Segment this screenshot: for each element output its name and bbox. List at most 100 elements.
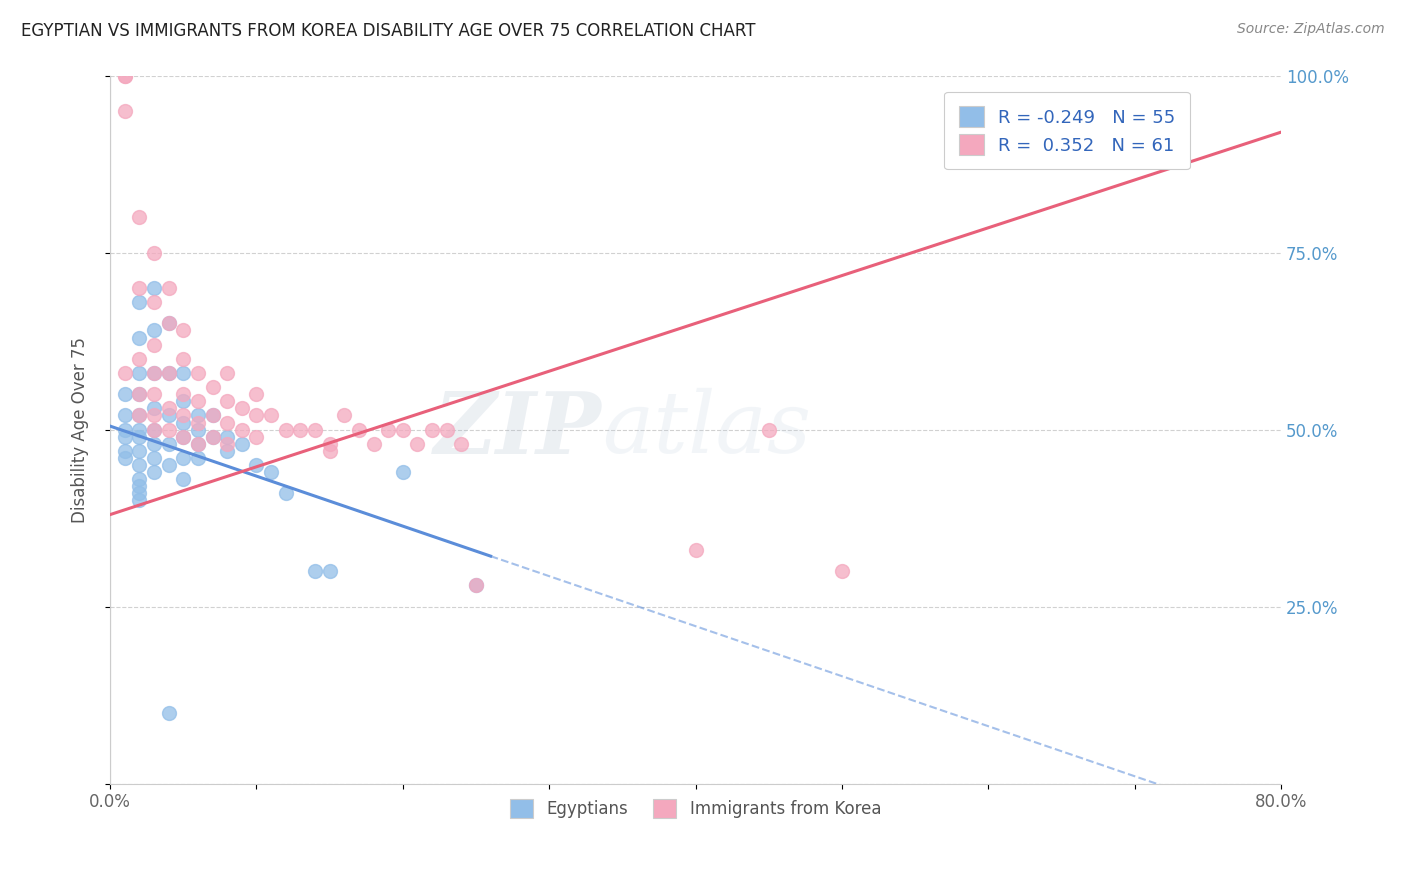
Point [143,437,166,451]
Text: atlas: atlas [602,388,811,471]
Point [128,443,150,458]
Point [128,351,150,366]
Point [245,387,267,401]
Point [187,366,209,380]
Point [217,437,239,451]
Point [157,423,180,437]
Point [231,423,253,437]
Point [245,458,267,472]
Text: Source: ZipAtlas.com: Source: ZipAtlas.com [1237,22,1385,37]
Point [128,330,150,344]
Point [157,366,180,380]
Point [143,245,166,260]
Point [143,366,166,380]
Point [128,493,150,508]
Point [304,564,326,578]
Point [143,409,166,423]
Point [201,409,224,423]
Point [128,409,150,423]
Point [172,351,194,366]
Point [114,366,136,380]
Point [172,323,194,337]
Point [465,578,488,592]
Point [128,486,150,500]
Point [128,387,150,401]
Point [217,430,239,444]
Point [143,323,166,337]
Point [201,380,224,394]
Point [201,409,224,423]
Point [187,437,209,451]
Point [143,366,166,380]
Point [172,430,194,444]
Point [363,437,385,451]
Point [143,423,166,437]
Point [114,409,136,423]
Point [143,450,166,465]
Point [172,450,194,465]
Point [157,366,180,380]
Point [157,458,180,472]
Point [114,69,136,83]
Point [274,486,297,500]
Point [391,423,413,437]
Point [128,458,150,472]
Point [187,437,209,451]
Point [436,423,458,437]
Point [831,564,853,578]
Point [260,409,283,423]
Text: EGYPTIAN VS IMMIGRANTS FROM KOREA DISABILITY AGE OVER 75 CORRELATION CHART: EGYPTIAN VS IMMIGRANTS FROM KOREA DISABI… [21,22,755,40]
Point [347,423,370,437]
Point [128,210,150,224]
Point [260,465,283,479]
Point [217,443,239,458]
Point [114,387,136,401]
Point [172,387,194,401]
Point [172,430,194,444]
Point [128,479,150,493]
Point [114,443,136,458]
Point [128,295,150,310]
Point [406,437,429,451]
Point [318,437,340,451]
Point [114,430,136,444]
Point [420,423,443,437]
Point [114,69,136,83]
Point [157,317,180,331]
Point [245,430,267,444]
Point [333,409,356,423]
Point [114,423,136,437]
Point [245,409,267,423]
Text: ZIP: ZIP [434,388,602,471]
Legend: Egyptians, Immigrants from Korea: Egyptians, Immigrants from Korea [503,792,889,825]
Point [114,103,136,118]
Point [143,281,166,295]
Point [685,543,707,558]
Point [217,416,239,430]
Point [114,450,136,465]
Point [758,423,780,437]
Point [128,472,150,486]
Point [143,387,166,401]
Point [450,437,472,451]
Point [143,423,166,437]
Point [231,401,253,416]
Point [274,423,297,437]
Point [201,430,224,444]
Point [217,366,239,380]
Point [304,423,326,437]
Point [201,430,224,444]
Point [172,394,194,409]
Point [157,437,180,451]
Point [318,443,340,458]
Point [157,706,180,720]
Point [187,409,209,423]
Point [143,465,166,479]
Point [172,409,194,423]
Point [143,337,166,351]
Point [157,281,180,295]
Point [128,409,150,423]
Point [187,416,209,430]
Point [128,366,150,380]
Point [172,472,194,486]
